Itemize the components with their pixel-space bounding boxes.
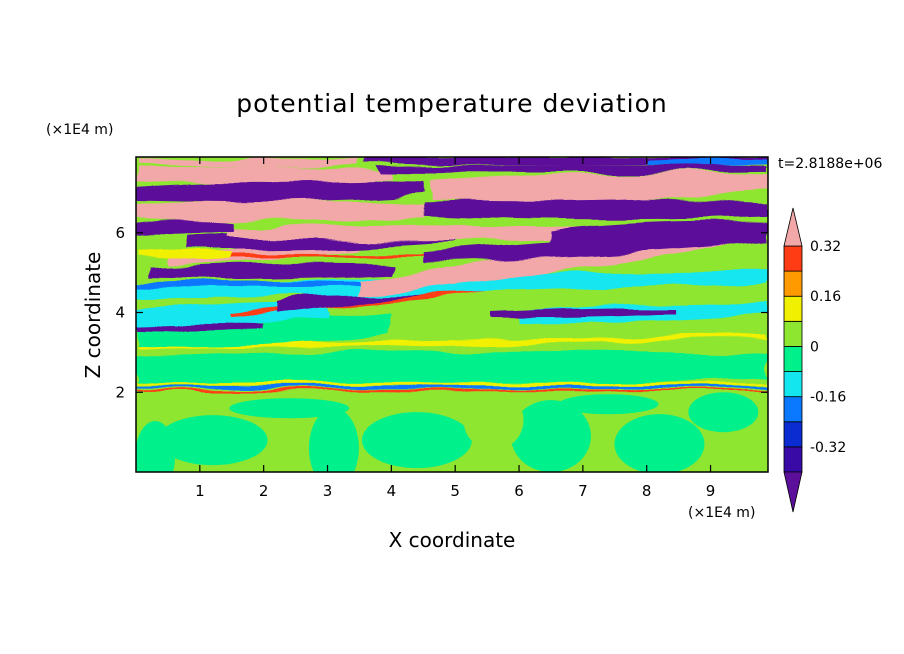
contour-band (136, 219, 232, 235)
contour-band (136, 385, 768, 390)
colorbar-segment (783, 295, 803, 322)
chart-title: potential temperature deviation (236, 89, 667, 118)
colorbar-label: 0.32 (810, 239, 841, 255)
contour-band (136, 167, 392, 183)
colorbar-segment (783, 446, 803, 473)
colorbar-label: -0.32 (810, 440, 846, 456)
colorbar: 0.32 0.16 0 -0.16 -0.32 (783, 207, 846, 513)
colorbar-segment (783, 346, 803, 372)
contour-band (136, 200, 424, 222)
time-label: t=2.8188e+06 (778, 156, 882, 172)
x-axis-label: X coordinate (389, 528, 516, 552)
x-tick-label: 9 (706, 482, 716, 500)
contour-band (136, 158, 360, 168)
colorbar-label: 0 (810, 339, 819, 355)
colorbar-max-arrow (783, 207, 803, 247)
y-tick-label: 4 (115, 304, 125, 322)
colorbar-segment (783, 320, 803, 347)
contour-band (378, 165, 768, 173)
colorbar-min-arrow (783, 471, 803, 513)
colorbar-label: -0.16 (810, 390, 846, 406)
colorbar-segment (783, 270, 803, 297)
contour-band (136, 382, 768, 386)
convective-cell (614, 414, 705, 472)
contour-band (136, 322, 264, 331)
convective-cell (136, 421, 176, 472)
y-axis-label: Z coordinate (81, 252, 105, 379)
x-tick-label: 4 (387, 482, 397, 500)
contour-band (646, 159, 768, 167)
x-tick-label: 3 (323, 482, 333, 500)
x-tick-label: 8 (642, 482, 652, 500)
x-tick-label: 5 (450, 482, 460, 500)
stratified-bands (136, 157, 768, 393)
colorbar-segment (783, 396, 803, 423)
contour-band (136, 334, 768, 350)
contour-band (429, 172, 768, 202)
contour-band (136, 389, 768, 393)
convective-cell (688, 392, 759, 433)
convective-cell (229, 398, 350, 419)
convective-cell (510, 400, 591, 472)
colorbar-label: 0.16 (810, 289, 841, 305)
x-tick-label: 7 (578, 482, 588, 500)
contour-band (423, 198, 768, 220)
contour-field (136, 157, 768, 472)
x-axis: 1 2 3 4 5 6 7 8 9 (195, 157, 715, 500)
convective-cell (308, 408, 359, 472)
convective-cell (157, 415, 268, 466)
colorbar-segment (783, 421, 803, 448)
contour-band (136, 281, 360, 289)
contour-band (550, 221, 768, 245)
contour-band (136, 250, 232, 260)
y-unit-label: (×1E4 m) (46, 122, 113, 138)
x-tick-label: 2 (259, 482, 269, 500)
y-tick-label: 2 (115, 383, 125, 401)
contour-band (136, 350, 768, 387)
colorbar-segment (783, 245, 803, 272)
convective-cell (558, 394, 659, 415)
x-tick-label: 1 (195, 482, 205, 500)
contour-band (136, 180, 424, 202)
x-unit-label: (×1E4 m) (688, 505, 755, 521)
contour-band (148, 262, 392, 279)
plot-frame (135, 156, 769, 473)
y-axis: 2 4 6 (115, 224, 768, 401)
colorbar-segment (783, 371, 803, 398)
x-tick-label: 6 (514, 482, 524, 500)
contour-band (225, 225, 583, 241)
y-tick-label: 6 (115, 224, 125, 242)
contour-band (493, 307, 679, 318)
convective-cell (463, 390, 524, 451)
boundary-layer-cells (136, 390, 759, 472)
convective-cell (361, 412, 472, 469)
